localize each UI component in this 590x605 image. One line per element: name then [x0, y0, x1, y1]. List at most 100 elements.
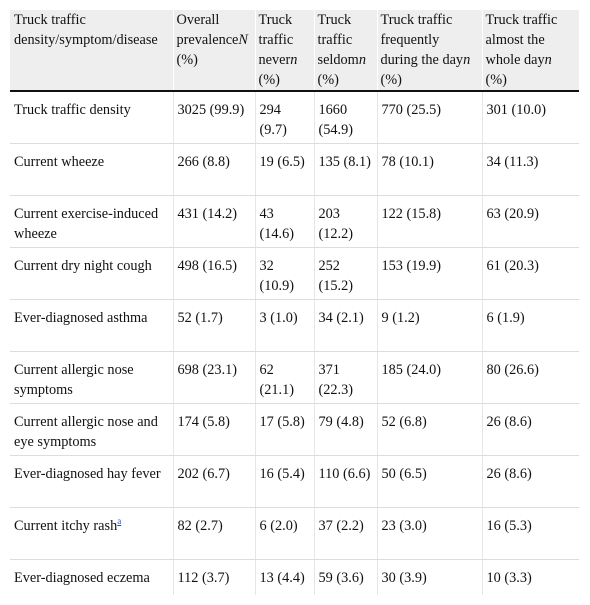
cell-label: Ever-diagnosed eczema: [10, 559, 173, 595]
header-whole-day-text: Truck traffic almost the whole day: [485, 12, 558, 68]
cell-label: Current itchy rasha: [10, 507, 173, 560]
cell-never: 19 (6.5): [254, 143, 314, 196]
cell-label: Truck traffic density: [10, 91, 173, 144]
cell-label: Current wheeze: [10, 143, 173, 196]
table-row: Current itchy rasha 82 (2.7) 6 (2.0) 37 …: [10, 507, 579, 560]
cell-frequent: 30 (3.9): [376, 559, 482, 595]
cell-never: 17 (5.8): [254, 403, 314, 456]
header-frequent-var: n: [463, 52, 471, 68]
header-seldom-var: n: [358, 52, 366, 68]
cell-frequent: 9 (1.2): [376, 299, 482, 352]
table-row: Ever-diagnosed asthma 52 (1.7) 3 (1.0) 3…: [10, 299, 579, 352]
table-row: Current allergic nose symptoms 698 (23.1…: [10, 351, 579, 404]
cell-whole-day: 26 (8.6): [481, 403, 579, 456]
header-overall: Overall prevalenceN (%): [172, 10, 255, 92]
cell-frequent: 770 (25.5): [376, 91, 482, 144]
footnote-link[interactable]: a: [117, 516, 122, 526]
cell-label: Current allergic nose symptoms: [10, 351, 173, 404]
cell-overall: 3025 (99.9): [172, 91, 255, 144]
header-never-unit: (%): [258, 72, 280, 88]
header-whole-day-unit: (%): [485, 72, 507, 88]
cell-overall: 82 (2.7): [172, 507, 255, 560]
cell-whole-day: 16 (5.3): [481, 507, 579, 560]
header-never-var: n: [290, 52, 298, 68]
cell-label: Current allergic nose and eye symptoms: [10, 403, 173, 456]
cell-whole-day: 63 (20.9): [481, 195, 579, 248]
cell-seldom: 203 (12.2): [313, 195, 377, 248]
table-row: Current dry night cough 498 (16.5) 32 (1…: [10, 247, 579, 300]
cell-seldom: 135 (8.1): [313, 143, 377, 196]
cell-seldom: 371 (22.3): [313, 351, 377, 404]
cell-never: 16 (5.4): [254, 455, 314, 508]
header-never: Truck traffic nevern (%): [254, 10, 314, 92]
table-row: Ever-diagnosed hay fever 202 (6.7) 16 (5…: [10, 455, 579, 508]
cell-seldom: 1660 (54.9): [313, 91, 377, 144]
cell-overall: 202 (6.7): [172, 455, 255, 508]
cell-label: Current exercise-induced wheeze: [10, 195, 173, 248]
cell-overall: 431 (14.2): [172, 195, 255, 248]
cell-never: 43 (14.6): [254, 195, 314, 248]
cell-never: 6 (2.0): [254, 507, 314, 560]
header-never-text: Truck traffic never: [258, 12, 294, 68]
cell-frequent: 52 (6.8): [376, 403, 482, 456]
header-seldom: Truck traffic seldomn (%): [313, 10, 377, 92]
cell-frequent: 50 (6.5): [376, 455, 482, 508]
header-whole-day-var: n: [544, 52, 552, 68]
header-row: Truck traffic density/symptom/disease Ov…: [10, 10, 579, 92]
cell-seldom: 110 (6.6): [313, 455, 377, 508]
cell-overall: 498 (16.5): [172, 247, 255, 300]
footnote-marker: a: [117, 516, 121, 526]
cell-never: 62 (21.1): [254, 351, 314, 404]
cell-label: Current dry night cough: [10, 247, 173, 300]
cell-overall: 266 (8.8): [172, 143, 255, 196]
cell-seldom: 252 (15.2): [313, 247, 377, 300]
cell-seldom: 59 (3.6): [313, 559, 377, 595]
cell-seldom: 37 (2.2): [313, 507, 377, 560]
cell-never: 32 (10.9): [254, 247, 314, 300]
cell-whole-day: 26 (8.6): [481, 455, 579, 508]
table-row: Current exercise-induced wheeze 431 (14.…: [10, 195, 579, 248]
cell-whole-day: 61 (20.3): [481, 247, 579, 300]
cell-overall: 112 (3.7): [172, 559, 255, 595]
header-seldom-text: Truck traffic seldom: [317, 12, 359, 68]
header-frequent-text: Truck traffic frequently during the day: [380, 12, 464, 68]
cell-never: 294 (9.7): [254, 91, 314, 144]
header-frequent: Truck traffic frequently during the dayn…: [376, 10, 482, 92]
cell-overall: 174 (5.8): [172, 403, 255, 456]
cell-whole-day: 6 (1.9): [481, 299, 579, 352]
table-row: Current wheeze 266 (8.8) 19 (6.5) 135 (8…: [10, 143, 579, 196]
cell-frequent: 185 (24.0): [376, 351, 482, 404]
header-symptom: Truck traffic density/symptom/disease: [10, 10, 173, 92]
table-row: Truck traffic density 3025 (99.9) 294 (9…: [10, 91, 579, 144]
cell-never: 3 (1.0): [254, 299, 314, 352]
cell-whole-day: 10 (3.3): [481, 559, 579, 595]
prevalence-table: Truck traffic density/symptom/disease Ov…: [10, 10, 579, 595]
header-frequent-unit: (%): [380, 72, 402, 88]
table-row: Current allergic nose and eye symptoms 1…: [10, 403, 579, 456]
cell-label-text: Current itchy rash: [14, 518, 118, 534]
cell-whole-day: 34 (11.3): [481, 143, 579, 196]
cell-overall: 698 (23.1): [172, 351, 255, 404]
cell-overall: 52 (1.7): [172, 299, 255, 352]
cell-whole-day: 80 (26.6): [481, 351, 579, 404]
table-body: Truck traffic density 3025 (99.9) 294 (9…: [10, 91, 579, 595]
table-row: Ever-diagnosed eczema 112 (3.7) 13 (4.4)…: [10, 559, 579, 595]
header-symptom-text: Truck traffic density/symptom/disease: [14, 12, 158, 48]
header-overall-var: N: [238, 32, 248, 48]
cell-seldom: 34 (2.1): [313, 299, 377, 352]
cell-whole-day: 301 (10.0): [481, 91, 579, 144]
cell-frequent: 153 (19.9): [376, 247, 482, 300]
cell-frequent: 122 (15.8): [376, 195, 482, 248]
cell-never: 13 (4.4): [254, 559, 314, 595]
header-overall-text: Overall prevalence: [176, 12, 239, 48]
cell-label: Ever-diagnosed asthma: [10, 299, 173, 352]
cell-seldom: 79 (4.8): [313, 403, 377, 456]
header-seldom-unit: (%): [317, 72, 339, 88]
cell-frequent: 78 (10.1): [376, 143, 482, 196]
header-overall-unit: (%): [176, 52, 198, 68]
header-whole-day: Truck traffic almost the whole dayn (%): [481, 10, 579, 92]
table-container: Truck traffic density/symptom/disease Ov…: [10, 10, 579, 595]
cell-label: Ever-diagnosed hay fever: [10, 455, 173, 508]
table-header: Truck traffic density/symptom/disease Ov…: [10, 10, 579, 92]
cell-frequent: 23 (3.0): [376, 507, 482, 560]
